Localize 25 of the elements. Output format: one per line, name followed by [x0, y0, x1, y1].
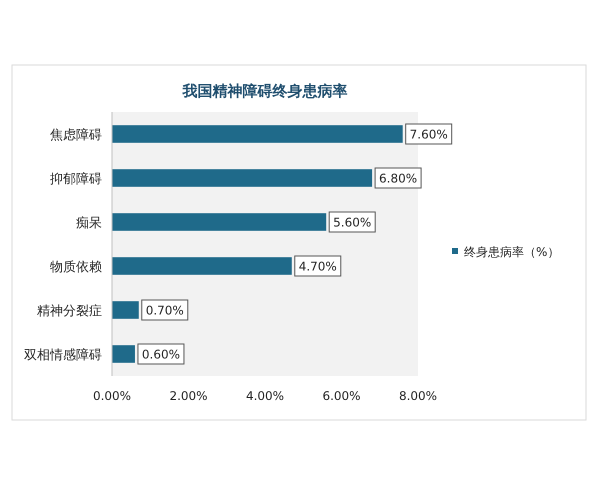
legend-label: 终身患病率（%） [464, 245, 560, 259]
x-tick-label: 0.00% [92, 389, 132, 403]
bar [112, 257, 292, 275]
y-tick-label: 痴呆 [76, 216, 102, 231]
data-label: 4.70% [298, 260, 337, 274]
chart-title: 我国精神障碍终身患病率 [182, 82, 348, 100]
data-label: 7.60% [410, 128, 448, 142]
y-tick-label: 抑郁障碍 [50, 172, 102, 187]
x-tick-label: 2.00% [169, 389, 208, 403]
x-tick-label: 6.00% [322, 389, 361, 403]
bar [112, 301, 139, 319]
bar [112, 125, 403, 143]
y-tick-label: 精神分裂症 [37, 304, 102, 319]
bar [112, 345, 135, 363]
data-label: 6.80% [379, 172, 418, 186]
x-tick-label: 4.00% [246, 389, 284, 403]
bar [112, 213, 326, 231]
data-label: 0.70% [146, 304, 184, 318]
bar [112, 169, 372, 187]
data-label: 5.60% [333, 216, 372, 230]
y-tick-label: 焦虑障碍 [50, 128, 102, 143]
y-tick-label: 物质依赖 [50, 260, 102, 275]
y-tick-label: 双相情感障碍 [24, 348, 102, 363]
x-tick-label: 8.00% [398, 389, 438, 403]
data-label: 0.60% [142, 348, 180, 362]
